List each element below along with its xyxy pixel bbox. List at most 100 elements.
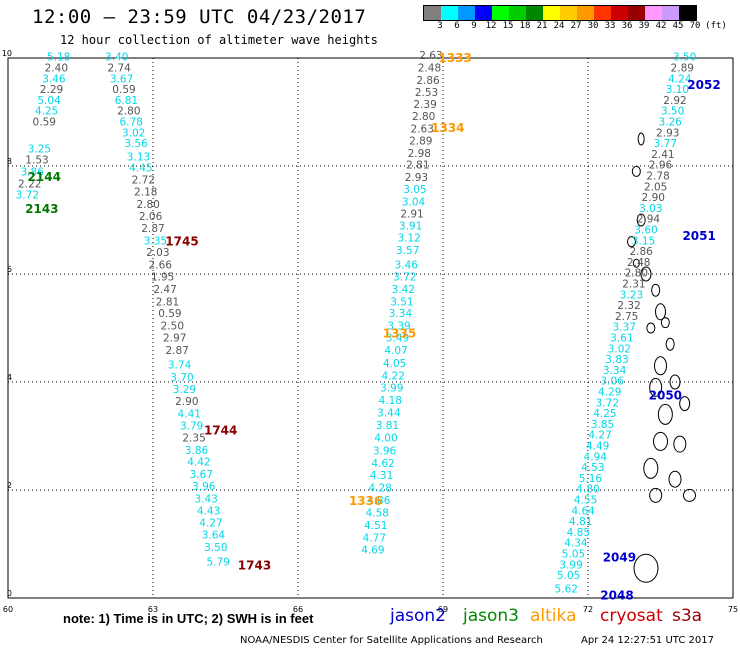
wave-height-value: 2.94: [637, 214, 661, 226]
wave-height-value: 4.51: [364, 520, 387, 532]
color-scale-label: 33: [604, 21, 616, 31]
wave-height-value: 3.46: [395, 260, 419, 272]
wave-height-value: 2.96: [649, 160, 673, 172]
atoll-outline: [646, 322, 656, 334]
wave-height-value: 3.70: [170, 372, 193, 384]
wave-height-value: 2.41: [651, 149, 674, 161]
wave-height-value: 4.34: [564, 538, 588, 550]
wave-height-value: 3.29: [173, 384, 196, 396]
wave-height-value: 5.79: [207, 557, 230, 569]
wave-height-value: 3.03: [639, 203, 662, 215]
wave-height-value: 2.53: [415, 87, 438, 99]
wave-height-value: 3.43: [194, 493, 217, 505]
color-swatch: [577, 6, 594, 20]
wave-height-value: 2.66: [149, 260, 173, 272]
wave-height-value: 4.28: [368, 483, 391, 495]
color-scale-label: 9: [471, 21, 477, 31]
wave-height-value: 3.25: [28, 144, 51, 156]
wave-height-value: 2.74: [107, 63, 131, 75]
color-scale-label: 39: [638, 21, 650, 31]
color-scale-label: 18: [519, 21, 531, 31]
atoll-outline: [640, 266, 652, 282]
wave-height-value: 4.45: [129, 162, 152, 174]
legend-entry-s3a: s3a: [672, 606, 703, 626]
wave-height-value: 3.74: [168, 360, 192, 372]
wave-height-value: 4.25: [593, 408, 616, 420]
wave-height-value: 3.13: [127, 152, 150, 164]
atoll-outline: [668, 470, 682, 488]
pass-number-label: 2143: [25, 202, 58, 216]
satellite-pass: 3.502.894.243.102.923.503.262.933.772.41…: [637, 52, 721, 226]
wave-height-value: 3.79: [180, 421, 203, 433]
wave-height-value: 2.63: [411, 124, 434, 136]
atoll-outline: [649, 377, 663, 397]
atoll-outline: [660, 317, 670, 329]
wave-height-value: 5.05: [562, 549, 585, 561]
atoll-outline: [631, 165, 641, 177]
plot-frame: [7, 57, 734, 599]
wave-height-value: 2.89: [671, 63, 694, 75]
wave-height-value: 4.64: [571, 505, 595, 517]
wave-height-value: 3.64: [202, 530, 226, 542]
x-tick-label: 66: [293, 605, 303, 614]
wave-height-value: 2.87: [141, 223, 164, 235]
satellite-pass: 3.402.743.670.596.812.806.783.023.563.13…: [105, 52, 199, 357]
atoll-outline: [636, 213, 646, 227]
satellite-pass: 3.603.152.862.482.802.313.232.322.753.37…: [600, 225, 715, 388]
wave-height-value: 3.81: [376, 420, 399, 432]
wave-height-value: 2.91: [400, 208, 423, 220]
wave-height-value: 4.41: [178, 409, 201, 421]
wave-height-value: 2.86: [629, 246, 653, 258]
atoll-outline: [653, 431, 668, 451]
color-swatch: [594, 6, 611, 20]
pass-number-label: 1745: [165, 235, 198, 249]
color-scale-label: 3: [437, 21, 443, 31]
atoll-outline: [649, 487, 663, 503]
map-title: 12:00 – 23:59 UTC 04/23/2017: [32, 6, 367, 28]
wave-height-value: 4.62: [371, 458, 394, 470]
wave-height-value: 3.99: [380, 383, 403, 395]
maldives-islands: [627, 132, 696, 583]
color-swatch: [611, 6, 628, 20]
color-swatch: [424, 6, 441, 20]
atoll-outline: [643, 457, 659, 479]
atoll-outline: [637, 132, 645, 146]
color-scale-label: 15: [502, 21, 514, 31]
wave-height-value: 2.22: [18, 179, 41, 191]
atoll-outline: [673, 435, 687, 453]
atoll-outline: [657, 403, 673, 425]
wave-height-value: 4.55: [574, 495, 597, 507]
wave-height-value: 2.40: [45, 63, 68, 75]
wave-height-value: 3.10: [666, 84, 689, 96]
wave-height-value: 2.81: [156, 296, 179, 308]
pass-number-label: 2048: [600, 588, 633, 602]
wave-height-value: 4.86: [367, 495, 391, 507]
wave-height-value: 3.02: [122, 127, 145, 139]
color-scale-label: 21: [536, 21, 548, 31]
wave-height-value: 6.81: [115, 95, 138, 107]
wave-height-value: 3.67: [110, 73, 133, 85]
wave-height-value: 3.15: [632, 235, 655, 247]
y-tick-label: 4: [7, 373, 12, 382]
y-tick-label: 0: [7, 589, 12, 598]
y-tick-label: 2: [7, 481, 12, 490]
color-swatch: [679, 6, 696, 20]
map-subtitle: 12 hour collection of altimeter wave hei…: [60, 33, 378, 47]
wave-height-value: 4.94: [584, 451, 608, 463]
wave-height-value: 3.06: [600, 376, 624, 388]
wave-height-value: 4.42: [187, 457, 210, 469]
wave-height-value: 4.49: [586, 441, 609, 453]
wave-height-value: 4.22: [382, 370, 405, 382]
color-scale-label: 6: [454, 21, 460, 31]
wave-height-value: 2.63: [419, 50, 442, 62]
wave-height-value: 4.07: [384, 345, 407, 357]
wave-height-value: 4.81: [569, 516, 592, 528]
wave-height-value: 3.72: [596, 397, 619, 409]
x-tick-label: 75: [728, 605, 738, 614]
wave-height-value: 4.85: [567, 527, 590, 539]
satellite-pass: 1335: [383, 326, 416, 340]
lat-lon-grid: [8, 58, 733, 598]
wave-height-value: 2.48: [627, 257, 650, 269]
wave-height-value: 2.06: [139, 211, 163, 223]
wave-height-value: 2.97: [163, 333, 186, 345]
